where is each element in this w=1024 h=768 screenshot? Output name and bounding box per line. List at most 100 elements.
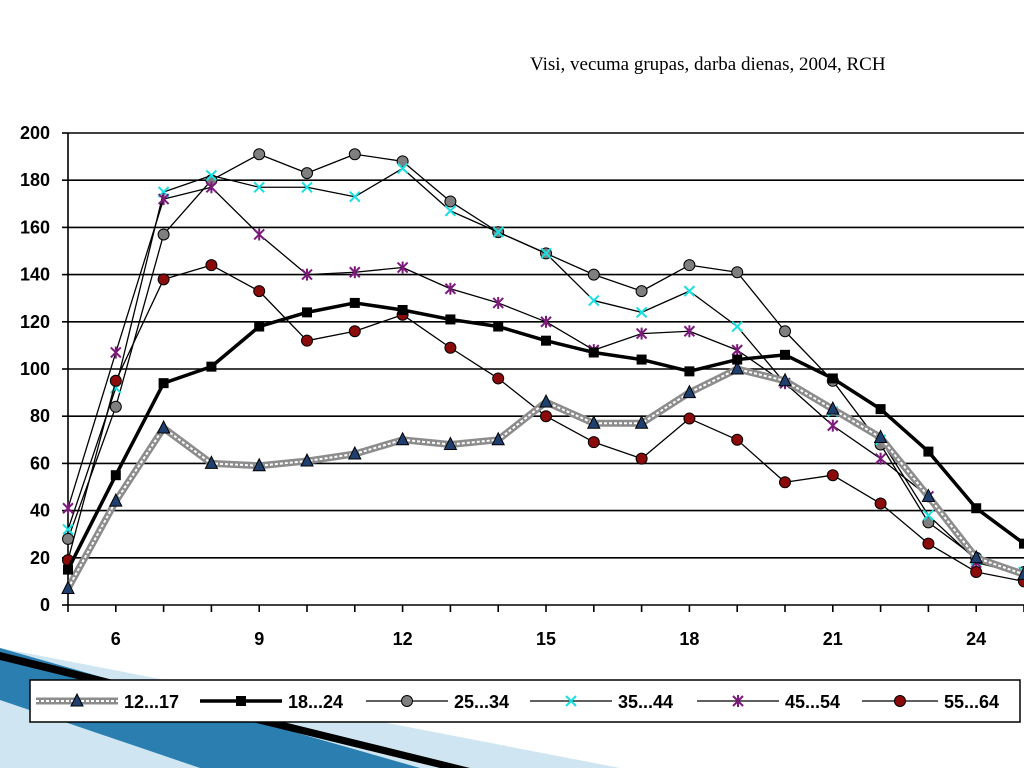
- x-tick-label: 24: [966, 629, 986, 649]
- legend-label: 12...17: [124, 692, 179, 712]
- data-point: [348, 148, 361, 161]
- data-point: [922, 516, 935, 529]
- data-point: [110, 470, 121, 481]
- data-point: [539, 393, 553, 408]
- data-point: [731, 433, 744, 446]
- y-tick-label: 40: [30, 501, 50, 521]
- x-tick-label: 15: [536, 629, 556, 649]
- legend-swatch-marker: [236, 696, 246, 706]
- data-point: [445, 314, 456, 325]
- x-tick-label: 9: [254, 629, 264, 649]
- data-point: [634, 415, 649, 429]
- data-point: [62, 523, 74, 536]
- data-point: [540, 315, 552, 328]
- data-point: [396, 162, 409, 175]
- data-point: [587, 436, 600, 449]
- legend-swatch-marker: [894, 695, 906, 707]
- marker-stroke: [444, 205, 457, 217]
- data-point: [109, 400, 122, 413]
- marker-stroke: [540, 247, 552, 260]
- data-point: [348, 325, 361, 338]
- marker-stroke: [731, 320, 743, 333]
- data-point: [493, 321, 504, 332]
- data-point: [396, 155, 409, 168]
- data-point: [301, 334, 313, 347]
- marker-stroke: [588, 294, 600, 307]
- legend-box: [29, 679, 1021, 723]
- data-point: [395, 431, 410, 446]
- marker-stroke: [492, 226, 504, 238]
- data-point: [827, 373, 838, 384]
- y-tick-label: 120: [20, 312, 50, 332]
- data-point: [253, 228, 265, 241]
- data-point: [1019, 538, 1024, 549]
- data-point: [205, 181, 218, 194]
- data-point: [682, 384, 697, 399]
- y-tick-label: 160: [20, 217, 50, 237]
- legend-item: 25...34: [366, 692, 509, 712]
- data-point: [540, 410, 552, 423]
- data-point: [588, 294, 600, 307]
- data-point: [157, 228, 170, 241]
- data-point: [253, 148, 266, 161]
- data-point: [444, 195, 457, 208]
- marker-stroke: [349, 191, 361, 203]
- data-point: [301, 167, 313, 180]
- data-point: [635, 327, 648, 340]
- y-tick-label: 20: [30, 548, 50, 568]
- marker-stroke: [396, 162, 409, 175]
- data-point: [108, 493, 123, 507]
- data-point: [778, 372, 792, 387]
- data-point: [349, 191, 361, 203]
- data-point: [731, 320, 743, 333]
- legend-label: 35...44: [618, 692, 673, 712]
- marker-stroke: [62, 523, 74, 536]
- x-axis-tick-labels: 6 9 12 15 18 21 24: [111, 629, 986, 649]
- data-point: [969, 549, 984, 564]
- y-tick-label: 100: [20, 359, 50, 379]
- y-tick-label: 0: [40, 595, 50, 615]
- data-point: [635, 452, 648, 465]
- legend-item: 55...64: [862, 692, 999, 712]
- data-point: [874, 452, 887, 465]
- data-point: [444, 205, 457, 217]
- axes: [62, 132, 1024, 612]
- y-tick-label: 200: [20, 123, 50, 143]
- legend-label: 25...34: [454, 692, 509, 712]
- data-point: [827, 419, 839, 432]
- y-tick-label: 60: [30, 453, 50, 473]
- legend-swatch-marker: [565, 695, 577, 707]
- series-line: [67, 186, 1024, 575]
- data-point: [684, 366, 695, 377]
- x-tick-label: 12: [393, 629, 413, 649]
- data-point: [301, 268, 313, 281]
- data-point: [109, 374, 122, 387]
- data-point: [732, 354, 743, 365]
- data-point: [62, 502, 74, 515]
- data-point: [731, 344, 743, 357]
- marker-stroke: [1018, 566, 1024, 574]
- data-point: [874, 497, 887, 510]
- data-point: [683, 285, 696, 297]
- data-point: [157, 193, 170, 206]
- data-point: [300, 452, 314, 467]
- x-tick-label: 6: [111, 629, 121, 649]
- data-point: [635, 306, 648, 319]
- data-point: [492, 372, 505, 385]
- data-point: [779, 476, 791, 489]
- legend-swatch-marker: [401, 695, 413, 707]
- data-point: [923, 446, 934, 457]
- data-point: [492, 226, 504, 238]
- data-point: [873, 429, 888, 443]
- data-point: [254, 321, 265, 332]
- data-point: [588, 347, 599, 358]
- gridlines: [68, 132, 1024, 559]
- data-point: [110, 346, 122, 359]
- data-point: [780, 349, 790, 360]
- legend-swatch-marker: [70, 692, 84, 707]
- data-point: [253, 285, 266, 298]
- data-point: [683, 259, 696, 272]
- data-point: [349, 266, 361, 279]
- data-point: [444, 341, 457, 354]
